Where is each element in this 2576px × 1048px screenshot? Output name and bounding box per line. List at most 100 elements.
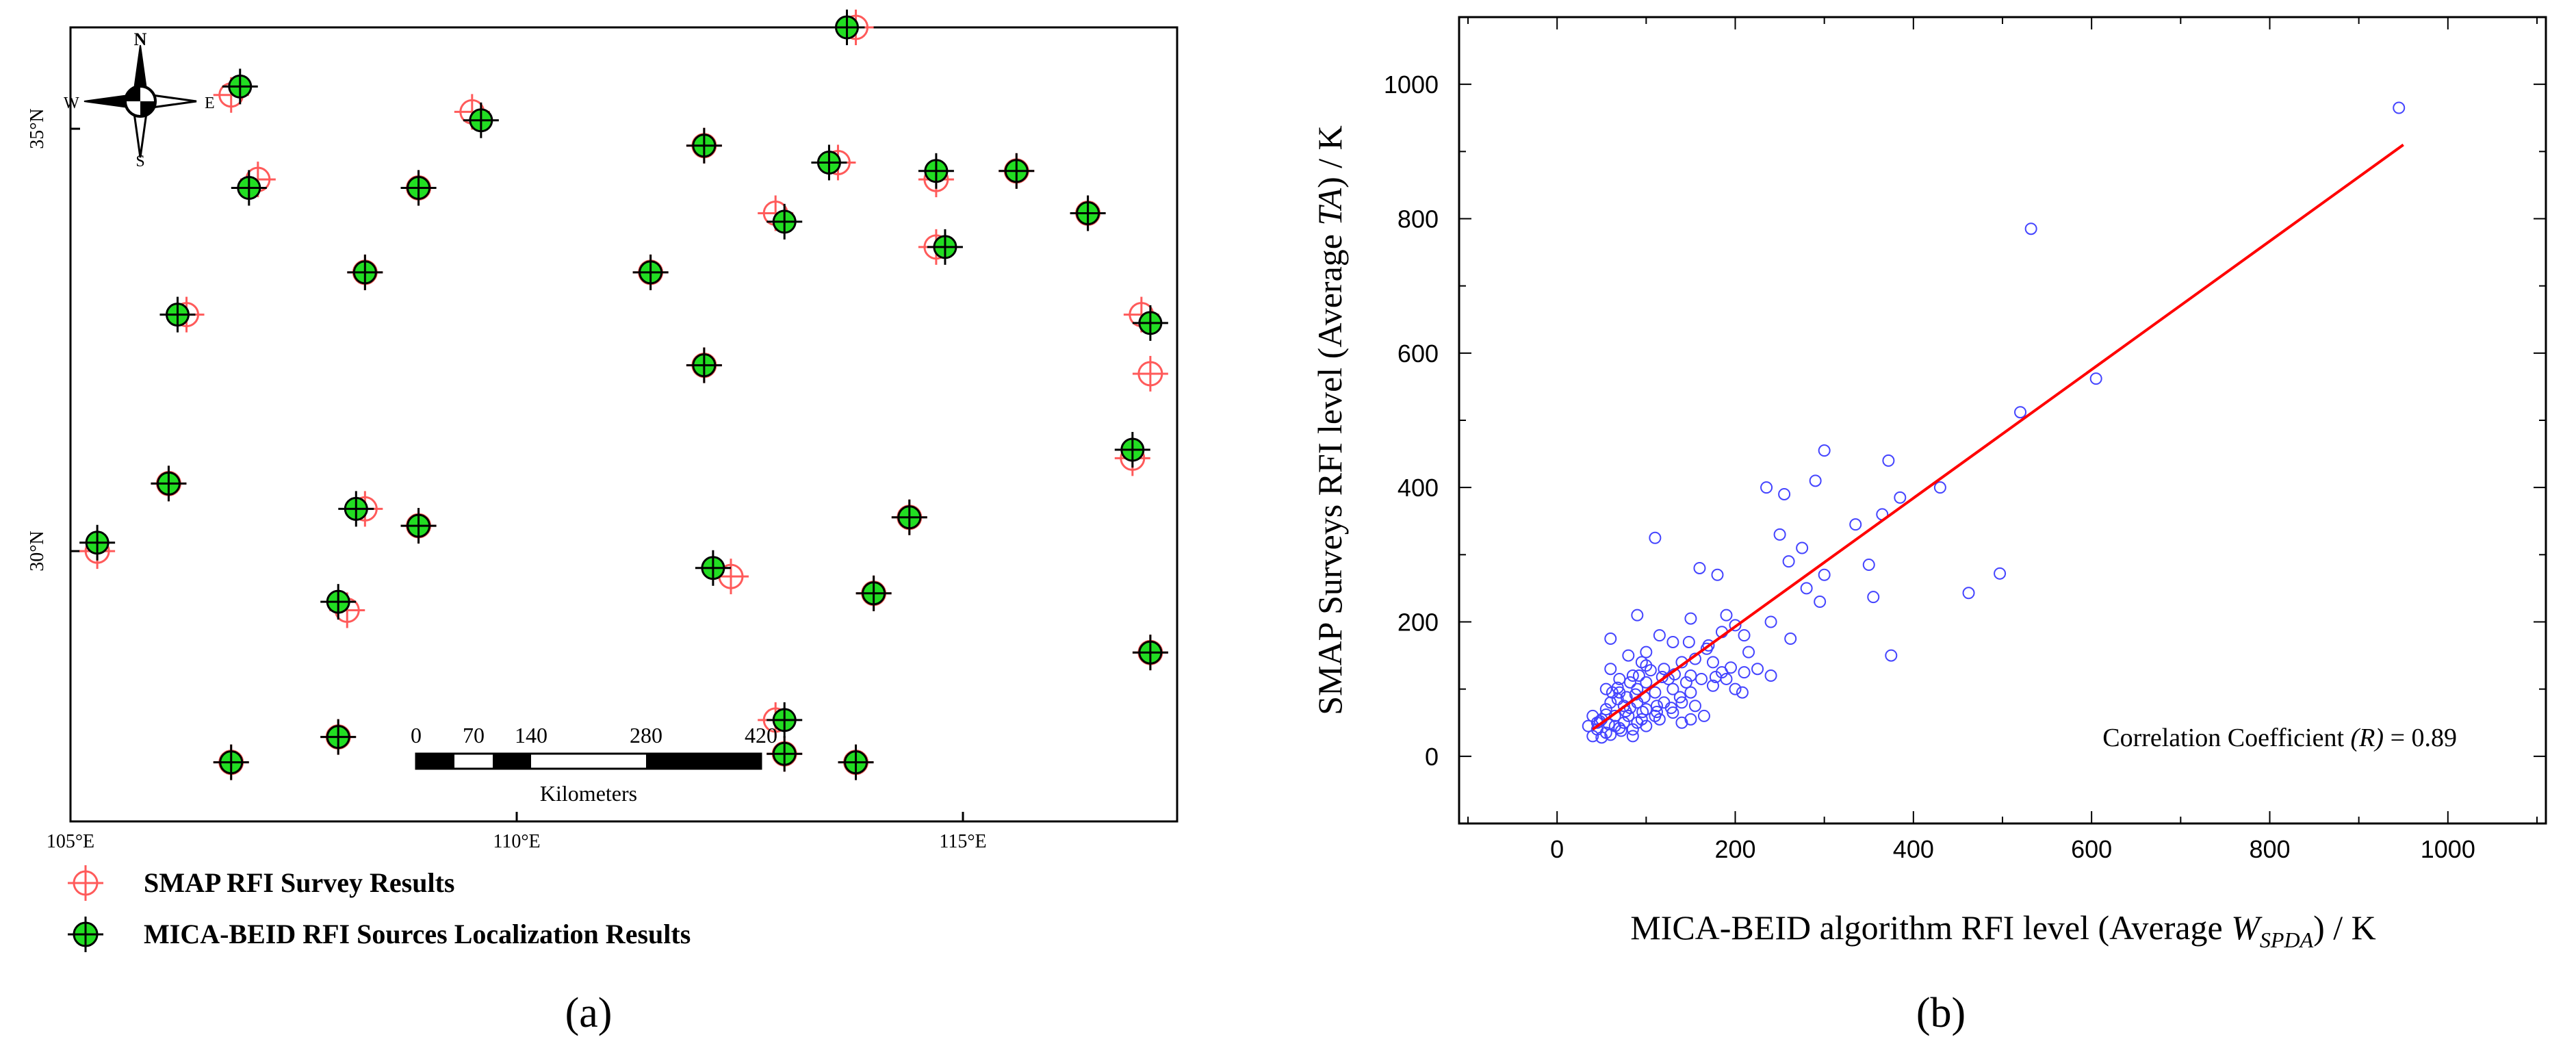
scatter-point xyxy=(1720,609,1733,622)
scatter-point xyxy=(1622,649,1635,662)
scatter-point xyxy=(1695,672,1708,685)
scale-bar-labels: 0 70 140 280 420 xyxy=(411,723,777,747)
scatter-point xyxy=(1626,723,1639,736)
scatter-point xyxy=(1666,682,1679,695)
mica-marker xyxy=(1114,432,1150,468)
scatter-point xyxy=(1885,649,1898,662)
compass-e-label: E xyxy=(205,94,215,112)
scatter-point xyxy=(1862,559,1875,572)
map-x-tick-label: 105°E xyxy=(47,831,94,852)
mica-marker xyxy=(829,10,865,45)
mica-marker xyxy=(320,584,357,620)
x-label-suffix: ) / K xyxy=(2313,908,2376,947)
scatter-point xyxy=(1631,682,1644,695)
scatter-point xyxy=(1595,731,1608,744)
scatter-point xyxy=(1650,706,1663,719)
y-tick-label: 400 xyxy=(1398,474,1439,502)
scale-bar-tick-label: 0 xyxy=(411,723,422,747)
scatter-point xyxy=(1650,700,1663,713)
scale-bar-tick-label: 70 xyxy=(463,723,485,747)
scatter-point xyxy=(1933,481,1946,494)
correlation-annotation: Correlation Coefficient (R) = 0.89 xyxy=(2102,724,2457,752)
scale-bar: 0 70 140 280 420 Kilometers xyxy=(411,723,777,806)
map-y-tick-label: 30°N xyxy=(27,531,48,571)
correlation-prefix: Correlation Coefficient xyxy=(2102,724,2350,752)
scatter-point xyxy=(1782,555,1795,568)
mica-marker xyxy=(463,102,499,138)
x-tick-label: 600 xyxy=(2071,835,2112,863)
scatter-point xyxy=(1784,632,1797,646)
map-frame xyxy=(69,26,1178,823)
panel-b-scatter: 0 200 400 600 800 1000 0 200 400 600 800 1000 Corre… xyxy=(1311,16,2547,1036)
scatter-point xyxy=(1962,587,1975,600)
scatter-point xyxy=(1684,669,1697,682)
map-legend: SMAP RFI Survey Results MICA-BEID RFI So… xyxy=(68,865,691,952)
mica-marker xyxy=(918,153,954,189)
axis-ticks: 0 200 400 600 800 1000 0 200 400 600 800 1000 xyxy=(1384,16,2546,863)
mica-marker xyxy=(231,170,267,206)
panel-a-map: 105°E 110°E 115°E 35°N 30°N N S E W 0 70 140 28… xyxy=(27,10,1178,1036)
scatter-point xyxy=(1729,682,1742,695)
scatter-point xyxy=(1617,700,1630,713)
scatter-point xyxy=(1773,528,1786,541)
mica-marker xyxy=(686,127,722,164)
mica-marker xyxy=(811,144,847,181)
scatter-point xyxy=(1623,676,1636,689)
x-tick-label: 1000 xyxy=(2421,835,2475,863)
panel-a-label: (a) xyxy=(565,990,613,1036)
scatter-point xyxy=(1706,656,1719,669)
scatter-point xyxy=(1700,642,1713,655)
mica-marker xyxy=(767,736,803,772)
scatter-point xyxy=(1720,672,1733,685)
scatter-point xyxy=(1778,487,1791,500)
scale-bar-tick-label: 420 xyxy=(745,723,777,747)
mica-marker xyxy=(347,254,383,290)
map-points xyxy=(79,10,1168,780)
scale-bar-segment xyxy=(416,754,454,769)
scatter-point xyxy=(1640,719,1653,732)
legend-survey-label: SMAP RFI Survey Results xyxy=(144,867,454,898)
mica-marker xyxy=(855,575,892,611)
scatter-point xyxy=(1644,664,1657,677)
scatter-point xyxy=(1809,474,1822,487)
scatter-point xyxy=(1725,661,1737,674)
scale-bar-tick-label: 280 xyxy=(630,723,662,747)
map-x-tick-label: 110°E xyxy=(493,831,540,852)
scatter-point xyxy=(1684,612,1697,625)
y-label-suffix: ) / K xyxy=(1311,125,1349,188)
scatter-point xyxy=(1679,676,1692,689)
scatter-point xyxy=(1729,619,1742,632)
scatter-point xyxy=(2014,406,2027,419)
scatter-point xyxy=(1796,541,1809,554)
scatter-point xyxy=(1738,629,1751,642)
map-x-tick-label: 115°E xyxy=(939,831,986,852)
x-tick-label: 200 xyxy=(1714,835,1755,863)
scatter-point xyxy=(1658,696,1671,709)
scatter-point xyxy=(1649,531,1662,544)
mica-marker xyxy=(338,491,374,527)
scatter-point xyxy=(2024,222,2037,235)
legend-item-mica: MICA-BEID RFI Sources Localization Resul… xyxy=(68,917,691,952)
scatter-point xyxy=(1818,568,1831,581)
mica-marker xyxy=(213,744,249,780)
y-tick-label: 0 xyxy=(1425,743,1439,771)
x-tick-label: 0 xyxy=(1550,835,1564,863)
scatter-point xyxy=(1800,582,1813,595)
scatter-point xyxy=(1764,669,1777,682)
scatter-point xyxy=(1599,703,1612,716)
y-label-prefix: SMAP Surveys RFI level (Average xyxy=(1311,226,1349,715)
fit-line xyxy=(1592,143,2404,731)
scale-bar-unit: Kilometers xyxy=(540,781,637,806)
scatter-point xyxy=(1693,561,1706,574)
scatter-point xyxy=(1582,719,1595,732)
mica-marker xyxy=(159,296,196,333)
mica-marker xyxy=(695,550,731,586)
mica-marker xyxy=(151,465,187,502)
scale-bar-segment xyxy=(646,754,761,769)
scatter-point xyxy=(1620,691,1633,704)
compass-quad-se xyxy=(140,101,155,116)
mica-marker xyxy=(632,254,669,290)
scatter-point xyxy=(1640,646,1653,659)
x-axis-label: MICA-BEID algorithm RFI level (Average W… xyxy=(1630,908,2376,952)
